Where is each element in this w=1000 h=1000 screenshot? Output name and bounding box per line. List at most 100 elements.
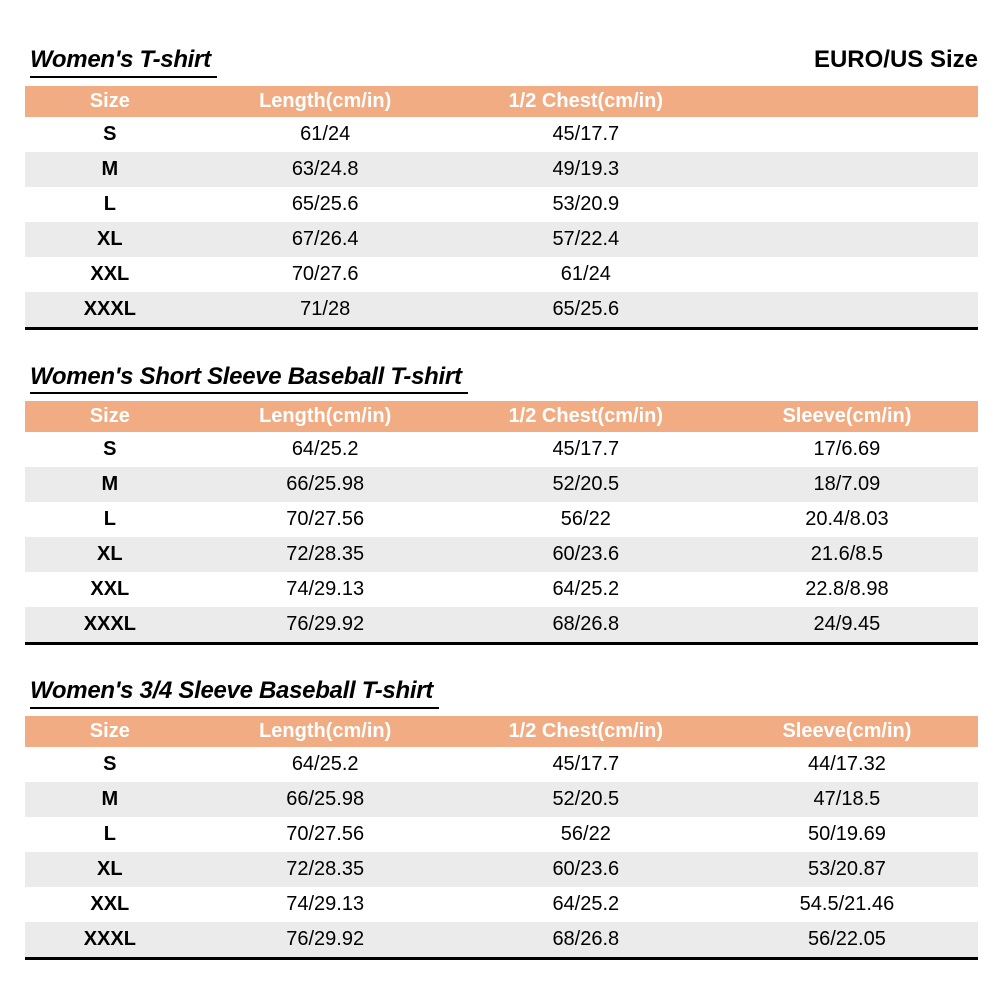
column-header: Length(cm/in) (259, 405, 392, 428)
size-cell: XXXL (83, 927, 136, 950)
table-row: XXL 74/29.13 64/25.2 22.8/8.98 (25, 572, 978, 608)
value-cell: 64/25.2 (552, 578, 620, 601)
column-header: Sleeve(cm/in) (782, 719, 912, 742)
value-cell: 52/20.5 (552, 473, 620, 496)
value-cell: 68/26.8 (552, 927, 620, 950)
column-header: Size (89, 405, 130, 428)
table-header-row: Size Length(cm/in) 1/2 Chest(cm/in) Sleeve(… (25, 401, 978, 433)
column-header: 1/2 Chest(cm/in) (508, 719, 664, 742)
value-cell: 53/20.87 (807, 857, 886, 880)
table-row: L 70/27.56 56/22 20.4/8.03 (25, 502, 978, 538)
value-cell: 17/6.69 (813, 438, 881, 461)
value-cell: 70/27.56 (286, 508, 365, 531)
value-cell: 57/22.4 (552, 227, 620, 250)
value-cell: 45/17.7 (552, 122, 620, 145)
table-row: S 64/25.2 45/17.7 17/6.69 (25, 432, 978, 468)
value-cell: 44/17.32 (807, 752, 886, 775)
value-cell: 64/25.2 (291, 752, 359, 775)
table-title-short-sleeve-baseball: Women's Short Sleeve Baseball T-shirt (30, 363, 468, 395)
table-row: XXXL 71/28 65/25.6 (25, 291, 978, 327)
column-header: Length(cm/in) (259, 719, 392, 742)
table-row: XXL 70/27.6 61/24 (25, 256, 978, 292)
value-cell: 22.8/8.98 (805, 578, 889, 601)
table-row: XXXL 76/29.92 68/26.8 56/22.05 (25, 921, 978, 957)
value-cell: 21.6/8.5 (810, 543, 884, 566)
value-cell: 56/22.05 (807, 927, 886, 950)
title-row: Women's T-shirt EURO/US Size (25, 0, 978, 78)
table-row: M 66/25.98 52/20.5 18/7.09 (25, 467, 978, 503)
size-cell: S (103, 438, 117, 461)
section-womens-tshirt: Women's T-shirt EURO/US Size Size Length(… (25, 0, 978, 330)
table-row: M 66/25.98 52/20.5 47/18.5 (25, 781, 978, 817)
column-header: Length(cm/in) (259, 89, 392, 112)
table-header-row: Size Length(cm/in) 1/2 Chest(cm/in) (25, 85, 978, 117)
value-cell: 72/28.35 (286, 543, 365, 566)
size-table-womens-tshirt: Size Length(cm/in) 1/2 Chest(cm/in) S 61/24 4… (25, 85, 978, 330)
size-cell: XL (97, 227, 123, 250)
title-row: Women's Short Sleeve Baseball T-shirt (25, 330, 978, 395)
size-cell: L (103, 508, 116, 531)
value-cell: 71/28 (300, 297, 351, 320)
table-row: XL 72/28.35 60/23.6 53/20.87 (25, 851, 978, 887)
value-cell: 53/20.9 (552, 192, 620, 215)
size-cell: XXL (90, 262, 130, 285)
size-table-short-sleeve-baseball: Size Length(cm/in) 1/2 Chest(cm/in) Sleeve(… (25, 401, 978, 646)
table-row: XL 72/28.35 60/23.6 21.6/8.5 (25, 537, 978, 573)
value-cell: 61/24 (560, 262, 611, 285)
value-cell: 74/29.13 (286, 578, 365, 601)
column-header: 1/2 Chest(cm/in) (508, 89, 664, 112)
table-row: L 65/25.6 53/20.9 (25, 186, 978, 222)
value-cell: 54.5/21.46 (799, 892, 895, 915)
value-cell: 61/24 (300, 122, 351, 145)
size-cell: XXL (90, 892, 130, 915)
size-cell: M (101, 787, 119, 810)
value-cell: 64/25.2 (552, 892, 620, 915)
value-cell: 74/29.13 (286, 892, 365, 915)
value-cell: 70/27.6 (291, 262, 359, 285)
size-table-three-quarter-sleeve-baseball: Size Length(cm/in) 1/2 Chest(cm/in) Sleeve(… (25, 715, 978, 960)
value-cell: 60/23.6 (552, 857, 620, 880)
value-cell: 66/25.98 (286, 787, 365, 810)
size-cell: L (103, 192, 116, 215)
value-cell: 63/24.8 (291, 157, 359, 180)
value-cell: 65/25.6 (552, 297, 620, 320)
section-three-quarter-sleeve-baseball: Women's 3/4 Sleeve Baseball T-shirt Size… (25, 645, 978, 960)
column-header: Size (89, 89, 130, 112)
size-cell: XL (97, 857, 123, 880)
value-cell: 60/23.6 (552, 543, 620, 566)
table-row: L 70/27.56 56/22 50/19.69 (25, 816, 978, 852)
size-cell: XXL (90, 578, 130, 601)
size-cell: XL (97, 543, 123, 566)
table-row: M 63/24.8 49/19.3 (25, 151, 978, 187)
table-row: XL 67/26.4 57/22.4 (25, 221, 978, 257)
table-header-row: Size Length(cm/in) 1/2 Chest(cm/in) Sleeve(… (25, 715, 978, 747)
size-cell: XXXL (83, 297, 136, 320)
table-title-womens-tshirt: Women's T-shirt (30, 46, 217, 78)
value-cell: 67/26.4 (291, 227, 359, 250)
table-title-three-quarter-sleeve-baseball: Women's 3/4 Sleeve Baseball T-shirt (30, 677, 439, 709)
value-cell: 50/19.69 (807, 822, 886, 845)
title-row: Women's 3/4 Sleeve Baseball T-shirt (25, 645, 978, 709)
value-cell: 76/29.92 (286, 927, 365, 950)
euro-us-size-label: EURO/US Size (813, 46, 978, 74)
column-header: Size (89, 719, 130, 742)
value-cell: 64/25.2 (291, 438, 359, 461)
size-cell: M (101, 157, 119, 180)
value-cell: 68/26.8 (552, 613, 620, 636)
table-row: S 61/24 45/17.7 (25, 116, 978, 152)
size-cell: XXXL (83, 613, 136, 636)
table-row: S 64/25.2 45/17.7 44/17.32 (25, 746, 978, 782)
value-cell: 47/18.5 (813, 787, 881, 810)
value-cell: 65/25.6 (291, 192, 359, 215)
column-header: 1/2 Chest(cm/in) (508, 405, 664, 428)
size-cell: S (103, 752, 117, 775)
value-cell: 72/28.35 (286, 857, 365, 880)
table-row: XXXL 76/29.92 68/26.8 24/9.45 (25, 607, 978, 643)
value-cell: 76/29.92 (286, 613, 365, 636)
value-cell: 56/22 (560, 822, 611, 845)
value-cell: 70/27.56 (286, 822, 365, 845)
value-cell: 66/25.98 (286, 473, 365, 496)
value-cell: 49/19.3 (552, 157, 620, 180)
value-cell: 20.4/8.03 (805, 508, 889, 531)
table-row: XXL 74/29.13 64/25.2 54.5/21.46 (25, 886, 978, 922)
